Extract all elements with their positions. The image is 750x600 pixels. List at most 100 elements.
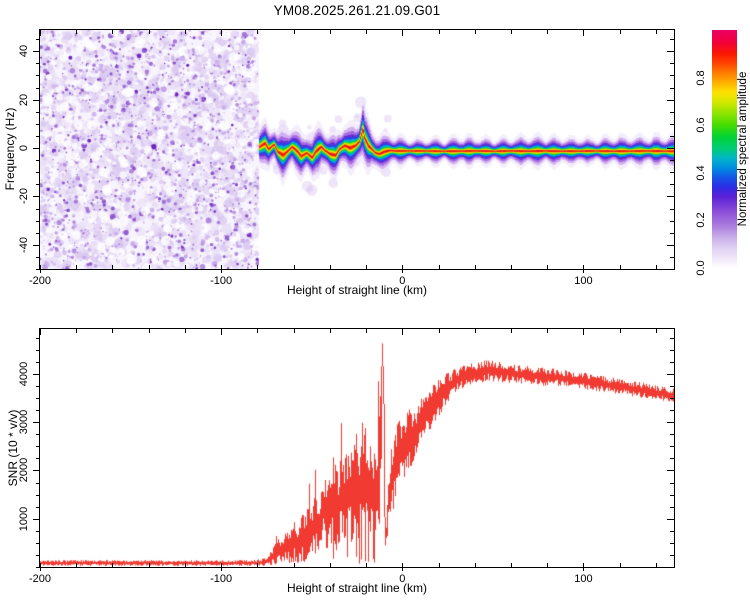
tick-mark — [670, 567, 674, 568]
tick-mark — [655, 329, 657, 333]
tick-mark — [667, 196, 674, 198]
tick-mark — [670, 208, 674, 210]
y-tick-label: 1000 — [18, 506, 30, 531]
tick-mark — [257, 329, 259, 333]
tick-mark — [33, 422, 40, 424]
tick-mark — [36, 361, 40, 363]
spectrogram-canvas — [40, 30, 674, 269]
tick-mark — [184, 329, 186, 333]
tick-mark — [36, 398, 40, 400]
tick-mark — [36, 172, 40, 174]
tick-mark — [329, 30, 331, 34]
x-tick-label: 100 — [574, 573, 593, 585]
tick-mark — [293, 329, 295, 333]
colorbar-gradient — [712, 30, 737, 268]
tick-mark — [670, 172, 674, 174]
tick-mark — [36, 567, 40, 568]
tick-mark — [257, 563, 259, 567]
tick-mark — [33, 518, 40, 520]
tick-mark — [670, 232, 674, 234]
tick-mark — [402, 563, 404, 571]
tick-mark — [148, 563, 150, 567]
tick-mark — [40, 329, 41, 335]
tick-mark — [670, 123, 674, 125]
tick-mark — [148, 329, 150, 333]
tick-mark — [36, 458, 40, 460]
tick-mark — [33, 51, 40, 53]
tick-mark — [670, 542, 674, 544]
tick-mark — [402, 30, 404, 36]
tick-mark — [510, 563, 512, 567]
tick-mark — [670, 111, 674, 113]
x-tick-label: 0 — [399, 573, 406, 585]
tick-mark — [402, 329, 404, 335]
tick-mark — [293, 563, 295, 567]
tick-mark — [184, 563, 186, 567]
tick-mark — [366, 329, 368, 333]
tick-mark — [667, 99, 674, 101]
tick-mark — [670, 446, 674, 448]
tick-mark — [670, 530, 674, 532]
tick-mark — [655, 563, 657, 567]
tick-mark — [36, 135, 40, 137]
tick-mark — [670, 361, 674, 363]
tick-mark — [257, 265, 259, 269]
tick-mark — [112, 329, 114, 333]
tick-mark — [36, 87, 40, 89]
tick-mark — [667, 518, 674, 520]
tick-mark — [619, 329, 621, 333]
y-tick-label: 0 — [18, 144, 30, 152]
x-tick-label: -100 — [210, 275, 233, 287]
tick-mark — [670, 87, 674, 89]
tick-mark — [221, 265, 223, 273]
colorbar-tick-label: 0.6 — [695, 117, 707, 133]
tick-mark — [667, 373, 674, 375]
tick-mark — [36, 123, 40, 125]
tick-mark — [438, 30, 440, 34]
tick-mark — [670, 554, 674, 556]
tick-mark — [36, 554, 40, 556]
tick-mark — [293, 30, 295, 34]
tick-mark — [510, 30, 512, 34]
y-tick-label: 4000 — [18, 361, 30, 387]
tick-mark — [547, 563, 549, 567]
tick-mark — [547, 265, 549, 269]
tick-mark — [474, 563, 476, 567]
tick-mark — [33, 244, 40, 246]
tick-mark — [36, 506, 40, 508]
tick-mark — [36, 39, 40, 41]
tick-mark — [670, 410, 674, 412]
tick-mark — [667, 51, 674, 53]
y-tick-label: 3000 — [18, 409, 30, 435]
tick-mark — [40, 563, 41, 571]
tick-mark — [36, 385, 40, 387]
tick-mark — [184, 265, 186, 269]
tick-mark — [474, 265, 476, 269]
tick-mark — [36, 530, 40, 532]
tick-mark — [36, 232, 40, 234]
tick-mark — [670, 256, 674, 258]
x-tick-label: 0 — [399, 275, 406, 287]
tick-mark — [655, 30, 657, 34]
tick-mark — [670, 506, 674, 508]
tick-mark — [329, 329, 331, 333]
tick-mark — [36, 542, 40, 544]
tick-mark — [112, 265, 114, 269]
tick-mark — [366, 563, 368, 567]
tick-mark — [670, 135, 674, 137]
tick-mark — [36, 434, 40, 436]
tick-mark — [670, 349, 674, 351]
tick-mark — [670, 160, 674, 162]
x-tick-label: -200 — [28, 275, 52, 287]
tick-mark — [438, 265, 440, 269]
tick-mark — [670, 39, 674, 41]
height-axis-title-bottom: Height of straight line (km) — [286, 581, 428, 595]
tick-mark — [366, 30, 368, 34]
tick-mark — [670, 398, 674, 400]
tick-mark — [40, 30, 41, 36]
tick-mark — [36, 63, 40, 65]
tick-mark — [36, 494, 40, 496]
y-tick-label: 40 — [18, 45, 30, 58]
tick-mark — [667, 470, 674, 472]
